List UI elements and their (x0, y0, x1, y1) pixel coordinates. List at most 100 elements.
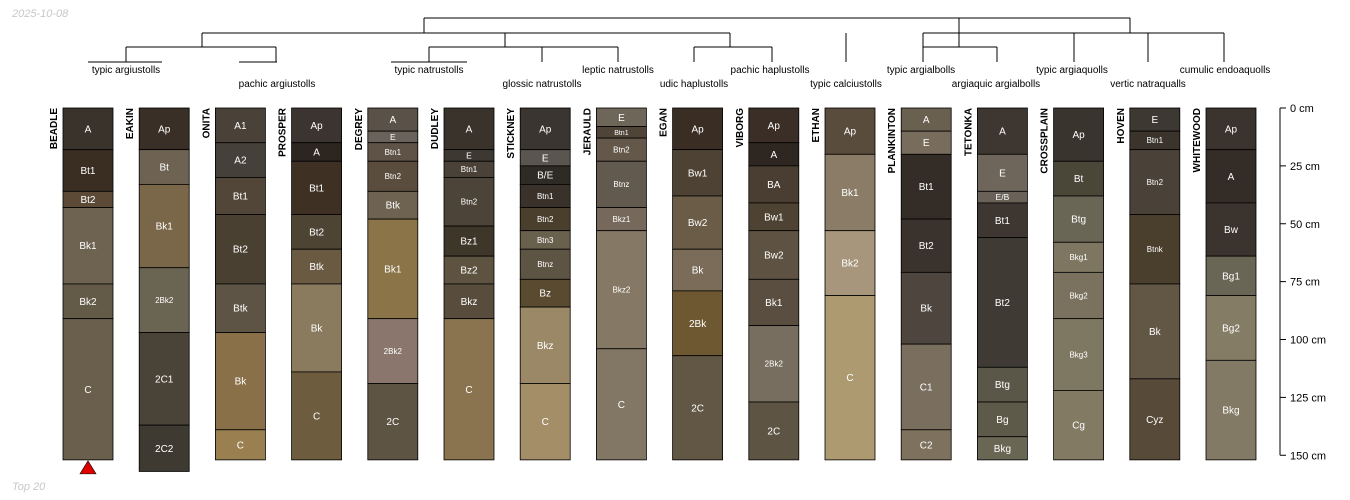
horizon (214, 283, 266, 333)
profile-name: BEADLE (49, 108, 60, 149)
horizon-label: C1 (920, 382, 933, 393)
soil-profile: EAKIN Ap Bt Bk1 2Bk2 2C1 2C2 (125, 107, 190, 472)
horizon (62, 107, 114, 151)
horizon-label: Btn1 (461, 165, 478, 174)
horizon (443, 225, 495, 257)
horizon (748, 165, 800, 204)
profile-name: STICKNEY (506, 108, 517, 159)
horizon-label: Btk (386, 201, 401, 212)
horizon-label: C (237, 440, 244, 451)
horizon (1053, 160, 1104, 197)
taxon-label: typic natrustolls (395, 65, 464, 76)
horizon-label: A (313, 147, 320, 158)
horizon (519, 383, 571, 461)
taxon-label: typic calciustolls (810, 79, 882, 90)
depth-tick-label: 0 cm (1290, 103, 1314, 115)
horizon-label: E (1151, 115, 1158, 126)
taxon-label: typic argialbolls (887, 65, 955, 76)
horizon-label: A (770, 150, 777, 161)
horizon-label: A2 (234, 156, 247, 167)
horizon (214, 429, 266, 461)
horizon-label: B/E (537, 171, 553, 182)
horizon (214, 177, 266, 215)
horizon (291, 160, 343, 215)
horizon (62, 207, 114, 285)
horizon-label: Bkg (994, 444, 1011, 455)
horizon (824, 230, 876, 296)
horizon (977, 436, 1028, 461)
horizon-label: Btn3 (537, 236, 554, 245)
soil-profile: ONITA A1 A2 Bt1 Bt2 Btk Bk C (201, 107, 266, 461)
horizon-label: Bz (539, 289, 551, 300)
soil-profile: VIBORG Ap A BA Bw1 Bw2 Bk1 2Bk2 2C (735, 107, 800, 461)
horizon-label: Bk1 (765, 298, 783, 309)
depth-tick-label: 25 cm (1290, 161, 1320, 173)
horizon-label: Bk (920, 304, 933, 315)
profile-name: ONITA (201, 108, 212, 138)
soil-profile: STICKNEY Ap E B/E Btn1 Btn2 Btn3 Btnz Bz Bkz C (506, 107, 571, 461)
horizon-label: C (542, 417, 549, 428)
horizon (367, 383, 419, 461)
horizon (672, 290, 723, 357)
horizon-label: Bk2 (79, 297, 97, 308)
taxon-label: leptic natrustolls (582, 65, 654, 76)
horizon-label: A (85, 124, 92, 135)
horizon (138, 332, 190, 426)
horizon-label: Btn2 (613, 145, 630, 154)
horizon-label: Bt (159, 163, 169, 174)
horizon-label: Bk1 (384, 264, 402, 275)
horizon (443, 318, 495, 461)
horizon (62, 283, 114, 320)
soil-profile: DEGREY AE Btn1 Btn2 Btk Bk1 2Bk2 2C (354, 107, 419, 461)
horizon (519, 278, 571, 308)
horizon-label: Bk1 (841, 188, 859, 199)
horizon-label: Ap (158, 124, 171, 135)
horizon-label: Ap (691, 124, 704, 135)
horizon-label: Bk (692, 266, 705, 277)
horizon (291, 107, 343, 144)
horizon-label: Bk1 (156, 222, 174, 233)
horizon-label: Bg1 (1222, 271, 1240, 282)
soil-profile: ETHAN Ap Bk1 Bk2 C (811, 107, 876, 461)
horizon-label: Bw1 (688, 168, 708, 179)
horizon-label: C (846, 373, 853, 384)
horizon-label: C (618, 400, 625, 411)
horizon-label: A (466, 124, 473, 135)
profile-name: JERAULD (582, 108, 593, 155)
horizon-label: Bt2 (995, 298, 1010, 309)
horizon-label: Btn2 (537, 215, 554, 224)
horizon (1205, 149, 1257, 204)
horizon (596, 230, 647, 350)
horizon (291, 214, 343, 250)
taxon-label: udic haplustolls (660, 79, 728, 90)
horizon-label: A (999, 127, 1006, 138)
soil-profile: CROSSPLAIN Ap Bt Btg Bkg1 Bkg2 Bkg3 Cg (1040, 107, 1104, 461)
taxon-label: typic argiustolls (92, 65, 160, 76)
horizon-label: Bw1 (764, 212, 784, 223)
soil-profile: TETONKA A E E/B Bt1 Bt2 Btg Bg Bkg (963, 107, 1028, 461)
horizon-label: Bt1 (919, 182, 934, 193)
horizon (214, 214, 266, 285)
profile-name: DUDLEY (430, 108, 441, 149)
horizon-label: Bt1 (309, 183, 324, 194)
horizon (62, 149, 114, 192)
horizon-label: C (313, 411, 320, 422)
depth-tick-label: 100 cm (1290, 335, 1326, 347)
horizon-label: 2C2 (155, 444, 174, 455)
depth-tick-label: 125 cm (1290, 392, 1326, 404)
horizon-label: Bk (235, 377, 248, 388)
horizon (1205, 359, 1257, 461)
horizon-label: 2C1 (155, 374, 174, 385)
horizon (977, 237, 1028, 368)
horizon-label: Bk (311, 323, 324, 334)
horizon-label: Bkz2 (613, 286, 631, 295)
taxon-label: pachic haplustolls (731, 65, 810, 76)
horizon (1053, 318, 1104, 391)
soil-profile: PLANKINTON A E Bt1 Bt2 Bk C1 C2 (887, 107, 952, 461)
horizon-label: Bkz (537, 341, 554, 352)
horizon (1129, 378, 1181, 461)
footer-note: Top 20 (12, 481, 46, 493)
horizon (900, 429, 952, 461)
horizon (138, 149, 190, 185)
